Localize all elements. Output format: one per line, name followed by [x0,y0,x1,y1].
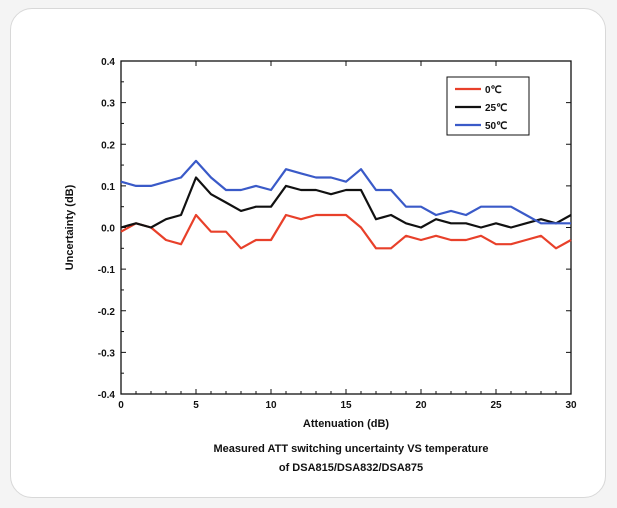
y-axis-title: Uncertainty (dB) [64,184,76,270]
y-tick-label: -0.3 [98,348,116,359]
x-tick-label: 20 [415,400,427,411]
legend-label-2: 50℃ [485,121,507,132]
x-tick-label: 10 [265,400,277,411]
y-tick-label: -0.1 [98,265,116,276]
x-tick-label: 25 [490,400,502,411]
y-tick-label: 0.4 [101,57,115,68]
legend-label-1: 25℃ [485,103,507,114]
x-tick-label: 30 [565,400,577,411]
series-line-0 [120,213,572,250]
y-tick-label: -0.2 [98,307,116,318]
caption-line-2: of DSA815/DSA832/DSA875 [278,462,424,474]
x-tick-label: 15 [340,400,352,411]
uncertainty-line-chart: -0.4 -0.3 -0.2 -0.1 0.0 0.1 0.2 0.3 0.4 0 5 10 15 20 2… [64,57,577,430]
series-line-1 [120,176,572,229]
y-tick-label: -0.4 [98,390,116,401]
y-tick-label: 0.1 [101,182,115,193]
x-tick-label: 5 [193,400,199,411]
x-axis-title: Attenuation (dB) [303,418,389,430]
caption-line-1: Measured ATT switching uncertainty VS te… [213,443,489,455]
chart-card: -0.4 -0.3 -0.2 -0.1 0.0 0.1 0.2 0.3 0.4 0 5 10 15 20 2… [10,8,606,498]
y-tick-label: 0.0 [101,224,115,235]
y-tick-label: 0.3 [101,99,115,110]
x-tick-label: 0 [118,400,124,411]
y-tick-label: 0.2 [101,140,115,151]
series-line-2 [120,159,571,225]
legend-label-0: 0℃ [485,85,502,96]
